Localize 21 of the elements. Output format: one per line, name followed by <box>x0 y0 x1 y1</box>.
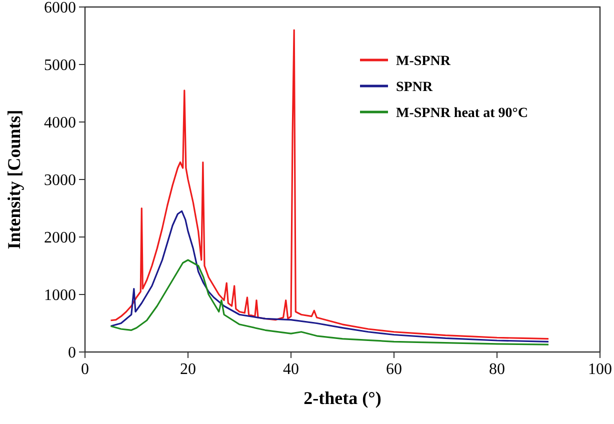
y-tick-label: 5000 <box>44 57 76 74</box>
legend-label: M-SPNR <box>396 54 452 69</box>
x-tick-label: 0 <box>81 361 89 378</box>
x-tick-label: 80 <box>489 361 505 378</box>
y-tick-label: 3000 <box>44 172 76 190</box>
x-tick-label: 100 <box>588 361 612 378</box>
y-tick-label: 1000 <box>44 287 76 304</box>
y-tick-label: 0 <box>68 344 76 362</box>
x-tick-label: 40 <box>283 361 299 378</box>
y-tick-label: 4000 <box>44 114 76 132</box>
line-series <box>110 210 550 342</box>
legend-label: SPNR <box>396 80 434 95</box>
line-series <box>110 259 550 346</box>
y-tick-label: 6000 <box>44 0 76 17</box>
x-axis-title: 2-theta (°) <box>304 388 382 408</box>
line-series <box>110 29 550 340</box>
legend-label: M-SPNR heat at 90°C <box>396 106 528 121</box>
y-tick-label: 2000 <box>44 230 76 247</box>
x-tick-label: 20 <box>180 361 196 378</box>
y-axis-title: Intensity [Counts] <box>4 110 24 250</box>
x-tick-label: 60 <box>386 361 402 378</box>
